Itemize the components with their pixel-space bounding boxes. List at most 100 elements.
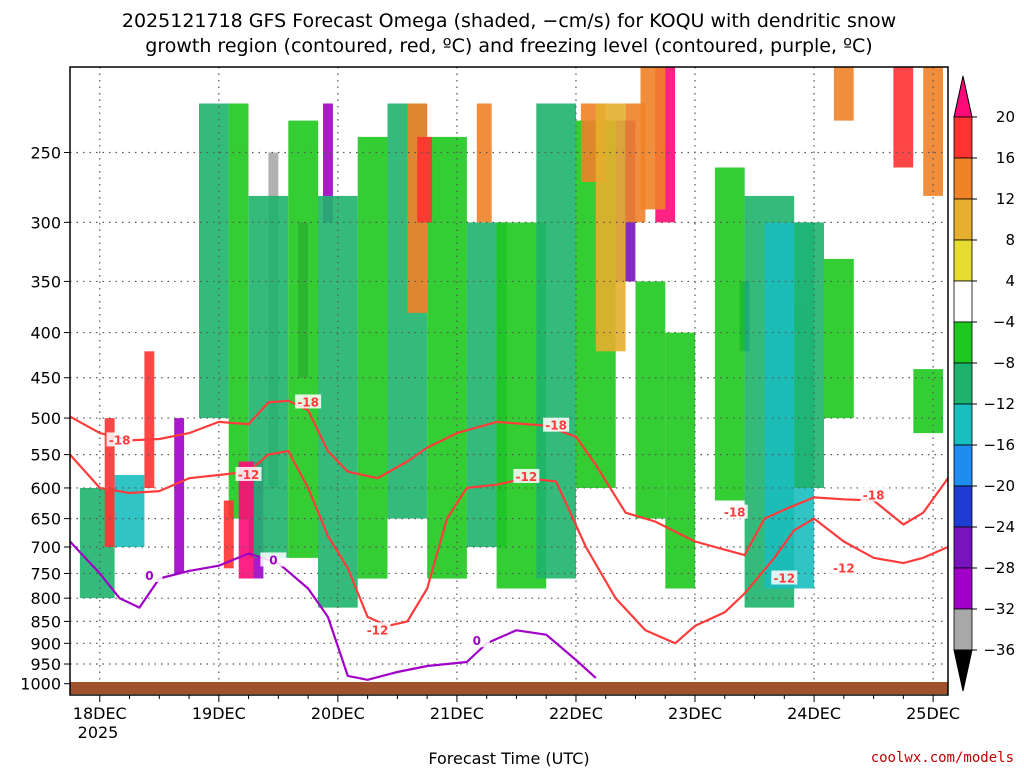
contour-label-1-2: -12 xyxy=(516,470,538,484)
contour-label-bg-2-0 xyxy=(136,567,163,582)
contour-label-0-4: -18 xyxy=(863,489,885,503)
colorbar-label-13: −36 xyxy=(983,641,1015,659)
colorbar-label-1: 16 xyxy=(996,149,1015,167)
colorbar: 20 16 12 8 4 −4 −8 −12 −16 −20 −24 −28 −32 −36 xyxy=(953,75,1015,692)
y-tick-label-850: 850 xyxy=(30,612,61,631)
omega-cell-22 xyxy=(635,281,666,519)
omega-cell-17 xyxy=(427,136,467,579)
omega-cell-32 xyxy=(238,461,254,579)
y-tick-label-950: 950 xyxy=(30,655,61,674)
omega-cell-39 xyxy=(625,103,646,223)
contour-label-bg-0-4 xyxy=(860,487,887,502)
x-tick-label-20DEC: 20DEC xyxy=(311,704,365,723)
omega-cell-31 xyxy=(144,351,155,488)
colorbar-label-10: −24 xyxy=(983,518,1015,536)
y-tick-label-750: 750 xyxy=(30,564,61,583)
x-tick-label-23DEC: 23DEC xyxy=(668,704,722,723)
grid-lines xyxy=(70,67,948,695)
colorbar-bin-7 xyxy=(953,362,973,405)
omega-cell-23 xyxy=(665,332,696,589)
contour-label-0-2: -18 xyxy=(545,419,567,433)
contour-label-bg-1-2 xyxy=(513,468,540,483)
colorbar-bin-4 xyxy=(953,239,973,282)
contour-label-2-1: 0 xyxy=(269,553,277,567)
colorbar-label-8: −16 xyxy=(983,436,1015,454)
x-tick-label-21DEC: 21DEC xyxy=(430,704,484,723)
contour-label-bg-2-2 xyxy=(463,633,490,648)
omega-cell-11 xyxy=(228,103,249,519)
x-axis: 18DEC 19DEC 20DEC 21DEC 22DEC 23DEC 24DEC 25DEC xyxy=(73,695,960,723)
omega-cell-9 xyxy=(114,475,145,548)
omega-cell-15 xyxy=(357,136,388,579)
contour-label-1-0: -12 xyxy=(238,468,260,482)
x-tick-label-24DEC: 24DEC xyxy=(787,704,841,723)
contour-label-0-1: -18 xyxy=(297,395,319,409)
y-tick-label-800: 800 xyxy=(30,589,61,608)
omega-cell-38 xyxy=(595,103,626,352)
contour-2 xyxy=(69,540,597,681)
chart-title-line-1: 2025121718 GFS Forecast Omega (shaded, −… xyxy=(122,10,896,32)
colorbar-bottom-triangle xyxy=(953,649,973,692)
omega-cell-10 xyxy=(199,103,229,419)
contour-label-bg-0-2 xyxy=(543,417,570,432)
contour-label-bg-2-1 xyxy=(260,552,287,567)
colorbar-bin-12 xyxy=(953,567,973,610)
x-tick-label-19DEC: 19DEC xyxy=(192,704,246,723)
y-tick-label-300: 300 xyxy=(30,213,61,232)
y-tick-label-450: 450 xyxy=(30,369,61,388)
omega-cell-35 xyxy=(417,136,433,223)
colorbar-top-triangle xyxy=(953,75,973,118)
x-tick-label-25DEC: 25DEC xyxy=(906,704,960,723)
colorbar-bin-11 xyxy=(953,526,973,569)
colorbar-label-2: 12 xyxy=(996,190,1015,208)
omega-cell-36 xyxy=(476,103,492,223)
y-tick-label-550: 550 xyxy=(30,446,61,465)
colorbar-label-9: −20 xyxy=(983,477,1015,495)
colorbar-label-11: −28 xyxy=(983,559,1015,577)
y-tick-label-700: 700 xyxy=(30,538,61,557)
y-axis: 250 300 350 400 450 500 550 600 650 700 750 800 850 9… xyxy=(20,143,70,694)
credit-text[interactable]: coolwx.com/models xyxy=(871,750,1014,766)
contour-label-bg-1-0 xyxy=(235,466,262,481)
omega-cell-4 xyxy=(323,103,333,223)
y-tick-label-350: 350 xyxy=(30,272,61,291)
y-tick-label-1000: 1000 xyxy=(20,675,61,694)
chart-title-line-2: growth region (contoured, red, ºC) and f… xyxy=(145,35,872,57)
terrain-ground xyxy=(70,682,948,694)
colorbar-bin-10 xyxy=(953,485,973,528)
colorbar-bin-6 xyxy=(953,321,973,364)
y-tick-label-650: 650 xyxy=(30,510,61,529)
x-axis-title: Forecast Time (UTC) xyxy=(428,749,589,768)
colorbar-label-0: 20 xyxy=(996,108,1015,126)
omega-cell-13 xyxy=(288,120,319,558)
colorbar-bin-2 xyxy=(953,157,973,200)
omega-cell-29 xyxy=(913,369,944,434)
contour-label-bg-0-0 xyxy=(106,432,133,447)
contour-0 xyxy=(69,399,949,557)
colorbar-label-6: −8 xyxy=(993,354,1015,372)
colorbar-bin-9 xyxy=(953,444,973,487)
colorbar-bin-13 xyxy=(953,608,973,651)
omega-cell-33 xyxy=(223,500,234,569)
y-tick-label-900: 900 xyxy=(30,634,61,653)
colorbar-bin-8 xyxy=(953,403,973,446)
contour-label-0-3: -18 xyxy=(724,506,746,520)
contour-label-0-0: -18 xyxy=(109,433,131,447)
omega-cell-41 xyxy=(640,67,666,210)
omega-cell-43 xyxy=(833,67,854,121)
colorbar-label-5: −4 xyxy=(993,313,1015,331)
colorbar-bin-1 xyxy=(953,116,973,159)
contour-label-2-0: 0 xyxy=(145,569,153,583)
colorbar-label-4: 4 xyxy=(1005,272,1015,290)
contour-label-1-3: -12 xyxy=(773,572,795,586)
plot-frame xyxy=(69,66,949,696)
omega-cell-27 xyxy=(794,222,824,488)
contour-label-bg-0-3 xyxy=(721,504,748,519)
contour-label-1-4: -12 xyxy=(833,561,855,575)
omega-cell-44 xyxy=(923,67,943,196)
omega-cell-0 xyxy=(174,418,185,574)
colorbar-label-3: 8 xyxy=(1005,231,1015,249)
y-tick-label-250: 250 xyxy=(30,143,61,162)
contour-lines: -18 -18 -18 -18 -18 -12 -12 -12 -12 -12 0 0 0 xyxy=(69,394,949,681)
